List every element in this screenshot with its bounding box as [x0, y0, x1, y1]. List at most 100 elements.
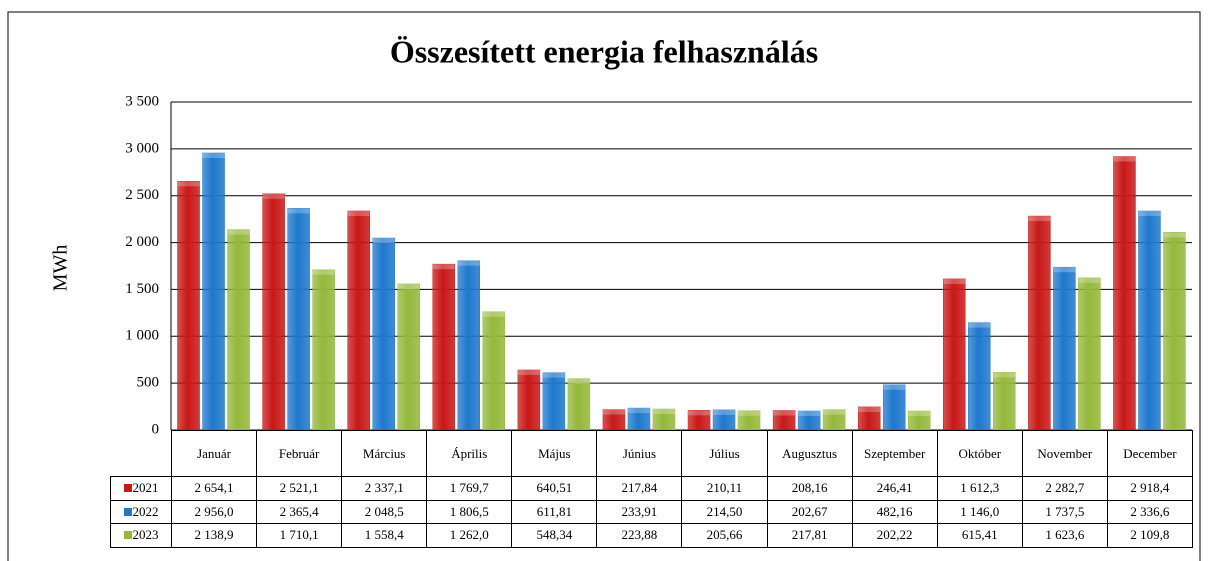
y-tick-label: 1 500	[125, 281, 159, 297]
table-value: 1 262,0	[426, 523, 513, 548]
bar	[1138, 210, 1161, 431]
bar	[177, 181, 200, 431]
bar-top	[202, 152, 225, 158]
x-tick-label: Szeptember	[851, 430, 938, 477]
x-tick-label: Május	[511, 430, 598, 477]
table-value: 214,50	[681, 499, 768, 524]
table-value: 246,41	[851, 476, 938, 501]
bar-top	[908, 411, 931, 417]
x-tick-label: Január	[170, 430, 258, 477]
bar	[347, 210, 370, 431]
bar-top	[372, 238, 395, 244]
bar-top	[397, 283, 420, 289]
bar	[262, 193, 285, 431]
x-tick-label: Október	[936, 430, 1023, 477]
x-tick-label: Augusztus	[766, 430, 853, 477]
bar-top	[1163, 232, 1186, 238]
bar-top	[1053, 267, 1076, 273]
bar	[372, 237, 395, 431]
bar-top	[1138, 211, 1161, 217]
bar-top	[738, 410, 761, 416]
bar-top	[858, 406, 881, 412]
table-value: 1 612,3	[936, 476, 1023, 501]
y-axis-label: MWh	[50, 245, 72, 292]
bar	[432, 263, 456, 431]
y-tick-label: 2 500	[125, 187, 159, 203]
x-tick-label: December	[1106, 430, 1193, 477]
x-tick-label: Június	[596, 430, 683, 477]
table-value: 482,16	[851, 499, 938, 524]
table-value: 210,11	[681, 476, 768, 501]
legend-entry: 2021	[110, 476, 172, 501]
bar-top	[602, 409, 625, 415]
bar	[627, 407, 651, 431]
bar-top	[482, 311, 505, 317]
table-value: 2 282,7	[1021, 476, 1108, 501]
bar-top	[517, 369, 540, 375]
table-value: 202,22	[851, 523, 938, 548]
bar-top	[432, 264, 455, 270]
bar	[1053, 266, 1076, 431]
table-value: 205,66	[681, 523, 768, 548]
bar-top	[262, 193, 285, 199]
bar	[882, 384, 906, 431]
legend-label: 2021	[132, 480, 159, 496]
bar	[1028, 215, 1051, 431]
table-value: 217,81	[766, 523, 853, 548]
table-value: 223,88	[596, 523, 683, 548]
table-value: 2 521,1	[256, 476, 343, 501]
bar-top	[567, 378, 590, 384]
bar-top	[823, 409, 846, 415]
bar-top	[652, 409, 675, 415]
bar-top	[968, 322, 991, 328]
x-tick-label: November	[1021, 430, 1108, 477]
bar-top	[1113, 156, 1136, 162]
bar	[227, 229, 250, 431]
header-row: Január Február Március Április Május Június Jú…	[111, 430, 1193, 477]
legend-swatch	[123, 531, 132, 540]
frame	[7, 11, 1201, 561]
table-value: 2 918,4	[1106, 476, 1193, 501]
bar-top	[177, 181, 200, 187]
table-row: 2023 2 138,9 1 710,1 1 558,4 1 262,0 548,34 22…	[110, 523, 1193, 548]
bar-top	[798, 411, 821, 417]
bar	[482, 311, 506, 431]
bar-top	[883, 384, 906, 390]
table-value: 1 710,1	[256, 523, 343, 548]
bar	[1078, 277, 1101, 431]
y-tick-label: 3 000	[125, 140, 159, 156]
y-tick-label: 1 000	[125, 328, 159, 344]
y-tick-label: 500	[137, 375, 160, 391]
corner	[111, 431, 172, 477]
table-value: 202,67	[766, 499, 853, 524]
bar-top	[287, 208, 310, 214]
bar-top	[688, 410, 711, 416]
table-value: 611,81	[511, 499, 598, 524]
bar	[968, 322, 991, 431]
table-value: 640,51	[511, 476, 598, 501]
table-row: 2021 2 654,1 2 521,1 2 337,1 1 769,7 640,51 21…	[110, 476, 1193, 501]
bar	[943, 278, 966, 431]
y-tick-label: 3 500	[125, 93, 159, 109]
bar-top	[1078, 277, 1101, 283]
bar-top	[713, 409, 736, 415]
legend-label: 2023	[132, 527, 159, 543]
bar	[517, 369, 541, 431]
table-value: 217,84	[596, 476, 683, 501]
table-value: 2 365,4	[256, 499, 343, 524]
bar-top	[1028, 216, 1051, 222]
bar	[397, 283, 420, 431]
table-value: 2 654,1	[170, 476, 258, 501]
bar	[1113, 156, 1136, 431]
table-value: 548,34	[511, 523, 598, 548]
table-row: 2022 2 956,0 2 365,4 2 048,5 1 806,5 611,81 23…	[110, 499, 1193, 524]
legend-swatch	[123, 484, 132, 493]
table-value: 615,41	[936, 523, 1023, 548]
bar	[457, 260, 481, 431]
y-tick-label: 0	[152, 421, 160, 437]
bar	[567, 378, 591, 431]
bar-top	[227, 229, 250, 235]
table-value: 1 558,4	[341, 523, 428, 548]
